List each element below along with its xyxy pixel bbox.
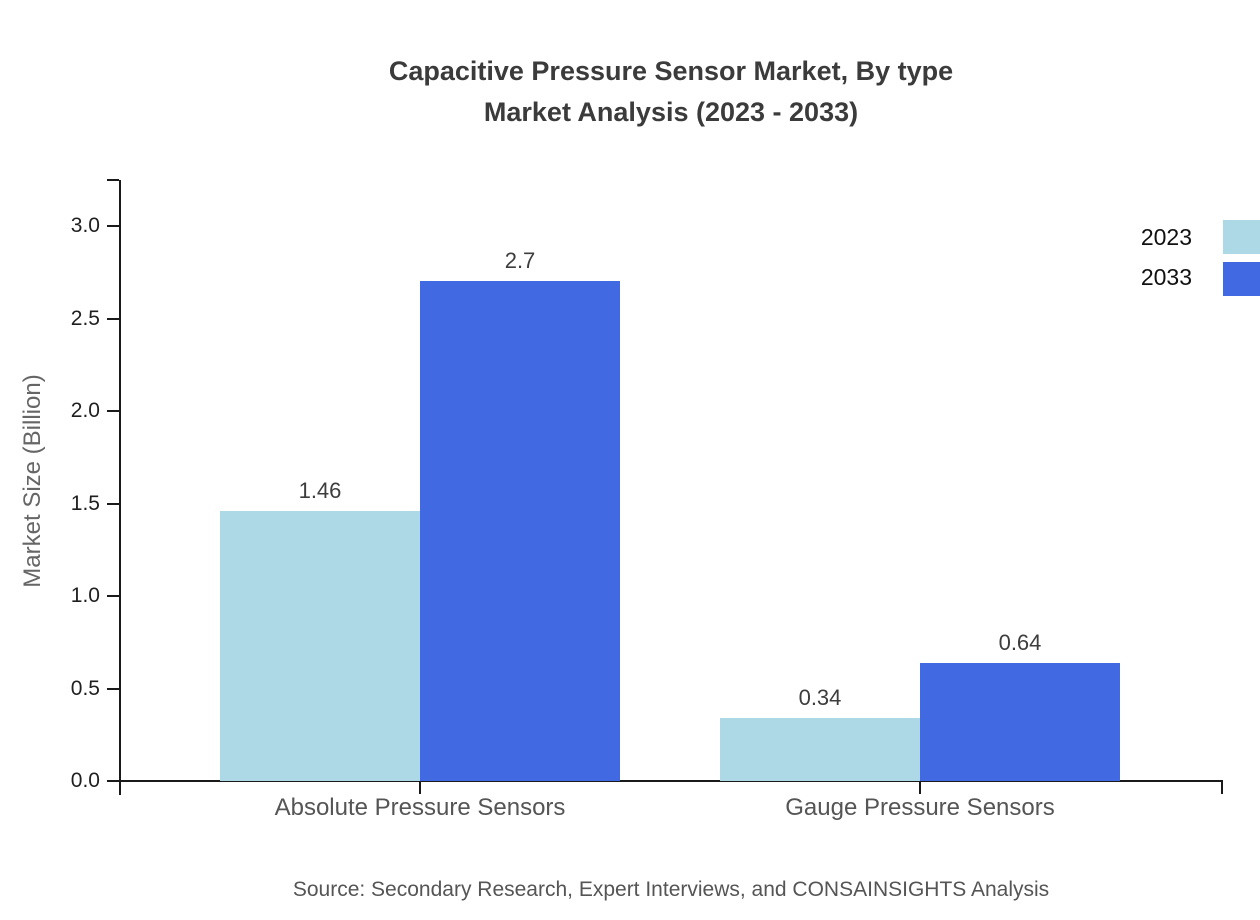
legend-swatch-2023 bbox=[1223, 220, 1260, 254]
bar-2023-gauge bbox=[720, 718, 920, 781]
y-tick-label: 0.0 bbox=[70, 769, 100, 792]
bar-2033-gauge bbox=[920, 663, 1120, 781]
x-axis-line bbox=[119, 780, 1223, 782]
chart-title-line1: Capacitive Pressure Sensor Market, By ty… bbox=[388, 56, 954, 86]
y-tick-label: 2.5 bbox=[70, 307, 100, 330]
y-tick-label: 2.0 bbox=[70, 399, 100, 422]
y-tick-label: 1.5 bbox=[70, 492, 100, 515]
y-tick-mark bbox=[107, 318, 119, 320]
legend-item-label: 2033 bbox=[1140, 264, 1192, 290]
bar-value-label: 0.34 bbox=[798, 685, 842, 710]
bar-value-label: 2.7 bbox=[504, 248, 536, 273]
y-axis-top-cap bbox=[107, 179, 119, 181]
y-tick-mark bbox=[107, 503, 119, 505]
x-tick-mark bbox=[919, 782, 921, 794]
chart-title-line2: Market Analysis (2023 - 2033) bbox=[483, 97, 859, 127]
y-tick-label: 3.0 bbox=[70, 214, 100, 237]
bar-value-label: 1.46 bbox=[298, 478, 342, 503]
bar-value-label: 0.64 bbox=[998, 630, 1042, 655]
legend-swatch-2033 bbox=[1223, 262, 1260, 296]
x-axis-right-cap bbox=[1221, 780, 1223, 794]
y-tick-mark bbox=[107, 225, 119, 227]
category-label: Gauge Pressure Sensors bbox=[785, 794, 1055, 821]
y-tick-mark bbox=[107, 780, 119, 782]
x-tick-mark bbox=[419, 782, 421, 794]
bar-2023-absolute bbox=[220, 511, 420, 781]
y-tick-mark bbox=[107, 595, 119, 597]
bar-2033-absolute bbox=[420, 281, 620, 781]
y-tick-label: 0.5 bbox=[70, 677, 100, 700]
y-axis-line bbox=[119, 180, 121, 795]
y-tick-mark bbox=[107, 410, 119, 412]
category-label: Absolute Pressure Sensors bbox=[274, 794, 566, 821]
source-note: Source: Secondary Research, Expert Inter… bbox=[292, 878, 1050, 901]
legend-item-label: 2023 bbox=[1140, 224, 1192, 250]
y-tick-label: 1.0 bbox=[70, 584, 100, 607]
chart-title: Capacitive Pressure Sensor Market, By ty… bbox=[120, 51, 1222, 133]
y-tick-mark bbox=[107, 688, 119, 690]
